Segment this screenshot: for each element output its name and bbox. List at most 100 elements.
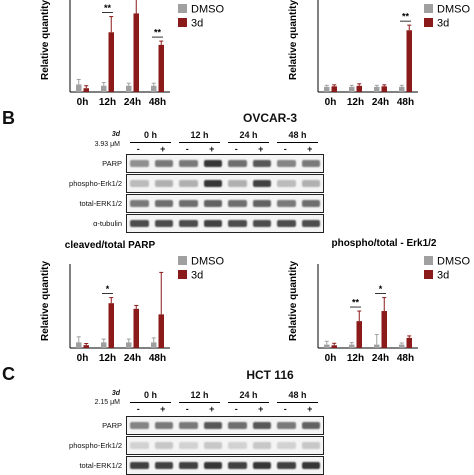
panel-b-row-label: α-tubulin (93, 219, 122, 228)
panel-b-lane-sign: + (209, 144, 215, 154)
chart-b1-legend-swatch-treated (178, 270, 187, 279)
chart-a1-bar-treated (158, 44, 164, 92)
panel-c-lane-sign: + (160, 404, 166, 414)
chart-b1-legend-dmso: DMSO (191, 256, 224, 268)
chart-b2-sig-label: * (379, 284, 383, 294)
panel-b-band (228, 160, 247, 167)
panel-c-blot-strip (126, 416, 324, 435)
chart-a1-legend-swatch-treated (178, 18, 187, 27)
panel-c-band (252, 422, 271, 429)
panel-c-band (252, 442, 271, 449)
chart-b1-bar-treated (133, 308, 139, 348)
chart-b2-legend-swatch-dmso (424, 256, 433, 265)
chart-b1-sig-label: * (106, 284, 110, 294)
panel-c-timepoint: 0 h (143, 390, 157, 400)
panel-b-band (154, 220, 173, 227)
chart-b1-title: cleaved/total PARP (65, 240, 156, 251)
chart-a1-x-label: 0h (77, 97, 89, 108)
panel-c-band (179, 422, 198, 429)
panel-b-timepoint-underline (277, 142, 318, 143)
chart-b2-bar-dmso (374, 344, 380, 348)
panel-c-timepoint-underline (228, 402, 269, 403)
panel-b-band (252, 180, 271, 187)
panel-b-band (301, 180, 320, 187)
chart-a1-x-label: 48h (149, 97, 166, 108)
panel-b-row-label: phospho-Erk1/2 (69, 179, 122, 188)
panel-b-band (228, 200, 247, 207)
panel-b-timepoint-underline (179, 142, 220, 143)
chart-b2-legend-swatch-treated (424, 270, 433, 279)
chart-b2-y-label: Relative quantity (288, 261, 299, 341)
chart-a1: Relative quantity 0h 12h 24h 48h ** ** DMSO 3d (40, 0, 224, 108)
panel-c-band (203, 462, 222, 469)
panel-b-band (130, 160, 149, 167)
chart-a2-legend-swatch-dmso (424, 4, 433, 13)
panel-b-lane-sign: + (160, 144, 166, 154)
chart-a2-x-label: 12h (347, 97, 364, 108)
chart-b1-bar-dmso (76, 342, 82, 348)
panel-b-row-label: total-ERK1/2 (79, 199, 122, 208)
panel-c-band (277, 422, 296, 429)
panel-b-lane-sign: + (258, 144, 264, 154)
panel-c-timepoint: 24 h (239, 390, 258, 400)
panel-c-timepoint-underline (179, 402, 220, 403)
panel-c-band (228, 462, 247, 469)
chart-b2-bar-treated (381, 311, 387, 348)
chart-a2-x-label: 0h (325, 97, 337, 108)
panel-c-band (179, 442, 198, 449)
chart-a2-y-label: Relative quantity (288, 0, 299, 80)
panel-c-concentration: 2.15 μM (94, 399, 120, 406)
panel-b-lane-sign: - (283, 144, 287, 154)
panel-c-label: C (2, 364, 15, 384)
chart-b2-bar-dmso (324, 344, 330, 348)
panel-b-band (154, 180, 173, 187)
panel-b-timepoint: 24 h (239, 130, 258, 140)
chart-a2: Relative quantity 0h 12h 24h 48h ** DMSO 3d (288, 0, 470, 108)
panel-b-band (203, 200, 222, 207)
chart-b1: cleaved/total PARP Relative quantity 0h 12h… (40, 240, 224, 364)
chart-b1-y-label: Relative quantity (40, 261, 51, 341)
panel-b-band (277, 200, 296, 207)
panel-b-band (154, 200, 173, 207)
panel-b-timepoint: 48 h (288, 130, 307, 140)
chart-a1-bar-treated (108, 32, 114, 92)
panel-b-band (179, 220, 198, 227)
panel-c-lane-sign: - (136, 404, 140, 414)
chart-a1-x-label: 12h (99, 97, 116, 108)
panel-c-lane-sign: - (234, 404, 238, 414)
chart-a1-sig-label: ** (104, 3, 112, 13)
panel-c-band (130, 462, 149, 469)
chart-b2-bar-treated (331, 345, 337, 348)
chart-a2-bar-dmso (374, 86, 380, 92)
panel-b-band (252, 220, 271, 227)
panel-b-band (228, 180, 247, 187)
chart-b2-title: phospho/total - Erk1/2 (331, 238, 436, 249)
chart-b1-bar-treated (108, 303, 114, 348)
panel-c-row-label: phospho-Erk1/2 (69, 441, 122, 450)
chart-b2-bar-treated (406, 337, 412, 348)
panel-b-band (179, 160, 198, 167)
chart-b1-bar-treated (83, 345, 89, 348)
chart-a1-bar-treated (133, 13, 139, 92)
panel-c-lane-sign: - (283, 404, 287, 414)
chart-a1-legend-dmso: DMSO (191, 4, 224, 16)
panel-c-treatment: 3d (111, 390, 120, 397)
panel-b-row-label: PARP (102, 159, 122, 168)
chart-b2-legend-dmso: DMSO (437, 256, 470, 268)
panel-b-blot-strip (126, 194, 324, 213)
chart-a1-bar-dmso (101, 85, 107, 92)
panel-b-band (130, 220, 149, 227)
panel-b-lane-sign: + (307, 144, 313, 154)
chart-a1-x-label: 24h (124, 97, 141, 108)
chart-b2-legend-treated: 3d (437, 270, 449, 282)
panel-c-lane-sign: - (185, 404, 189, 414)
panel-b-lane-sign: - (136, 144, 140, 154)
chart-a1-bar-dmso (76, 84, 82, 92)
panel-b-blot-strip (126, 154, 324, 173)
chart-a2-bar-treated (381, 86, 387, 92)
panel-c-blot-strip (126, 436, 324, 455)
panel-b-band (203, 160, 222, 167)
chart-a1-legend-swatch-dmso (178, 4, 187, 13)
panel-b-timepoint-underline (228, 142, 269, 143)
chart-b1-bar-dmso (101, 342, 107, 348)
